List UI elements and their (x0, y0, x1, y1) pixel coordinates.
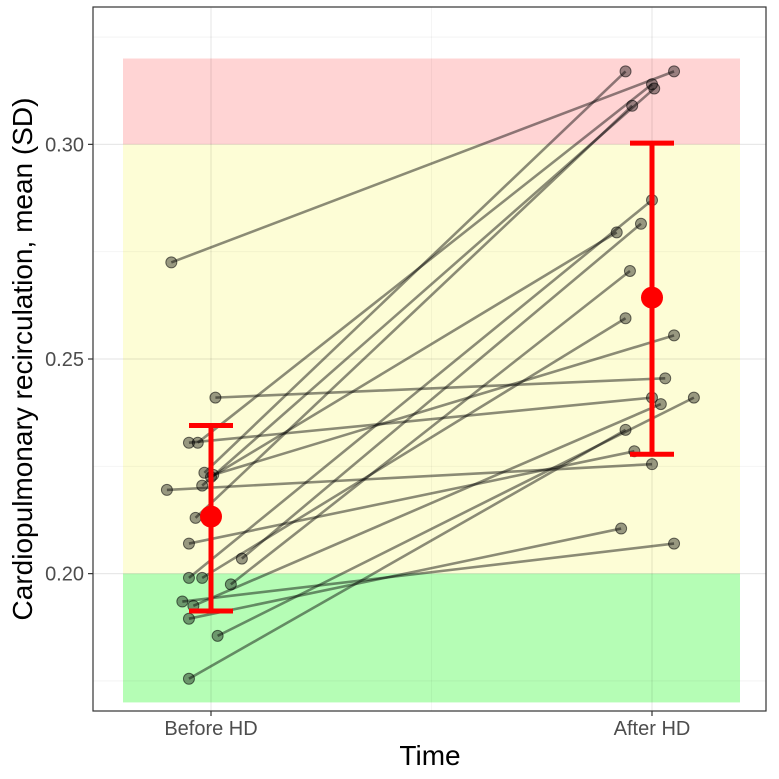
x-axis-ticks: Before HD After HD (164, 711, 690, 740)
x-axis-title: Time (399, 740, 460, 771)
band-high (123, 58, 740, 145)
pair-line (215, 377, 666, 399)
after-point (646, 458, 658, 471)
risk-bands (123, 58, 740, 703)
after-point (648, 82, 661, 95)
paired-points (160, 65, 700, 685)
after-point (615, 522, 628, 535)
y-axis-ticks: 0.20 0.25 0.30 (45, 134, 93, 586)
after-point (623, 265, 636, 277)
after-point (668, 537, 681, 550)
before-point (165, 256, 178, 269)
pair-line (188, 396, 653, 445)
pair-line (170, 70, 675, 264)
before-point (211, 629, 224, 642)
pair-line (241, 222, 642, 560)
after-point (659, 372, 672, 385)
band-low (123, 573, 740, 703)
pair-line (196, 83, 653, 444)
band-mid (123, 144, 740, 574)
before-point (176, 595, 189, 608)
y-tick-label: 0.20 (45, 564, 84, 586)
after-point (610, 226, 623, 239)
before-point (224, 578, 237, 591)
mean-point-before-hd (200, 505, 222, 528)
pair-line (188, 199, 653, 579)
before-point (209, 391, 222, 404)
pair-line (217, 396, 695, 638)
pair-line (188, 527, 622, 620)
before-point (191, 436, 204, 449)
before-point (182, 571, 195, 584)
before-point (182, 612, 195, 625)
y-axis-title: Cardiopulmonary recirculation, mean (SD) (7, 98, 38, 621)
before-point (182, 672, 195, 685)
pair-line (201, 87, 656, 487)
after-point (619, 65, 632, 78)
after-point (654, 398, 667, 411)
before-point (196, 479, 209, 492)
pair-line (188, 428, 627, 680)
pair-line (194, 104, 634, 519)
mean-point-after-hd (641, 286, 663, 309)
y-tick-label: 0.25 (45, 349, 84, 371)
after-point (668, 65, 681, 78)
pair-line (203, 70, 627, 474)
before-point (196, 571, 209, 584)
before-point (182, 436, 195, 449)
pair-line (192, 402, 662, 608)
pair-line (230, 269, 631, 586)
x-tick-label: After HD (614, 718, 691, 740)
pair-line (182, 542, 675, 603)
before-point (182, 537, 195, 550)
summary-markers (189, 140, 674, 614)
after-point (634, 217, 647, 230)
grid-lines (93, 7, 766, 711)
pair-line (212, 334, 675, 477)
pair-line (201, 317, 627, 580)
after-point (619, 312, 632, 325)
after-point (668, 329, 681, 342)
after-point (619, 423, 632, 436)
paired-lines (166, 70, 695, 680)
pair-line (188, 450, 635, 545)
pair-line (166, 462, 653, 492)
x-tick-label: Before HD (164, 718, 257, 740)
after-point (687, 391, 700, 404)
after-point (626, 99, 639, 112)
before-point (160, 483, 173, 496)
before-point (189, 511, 202, 524)
before-point (235, 552, 248, 565)
pair-line (210, 231, 618, 479)
y-tick-label: 0.30 (45, 134, 84, 156)
